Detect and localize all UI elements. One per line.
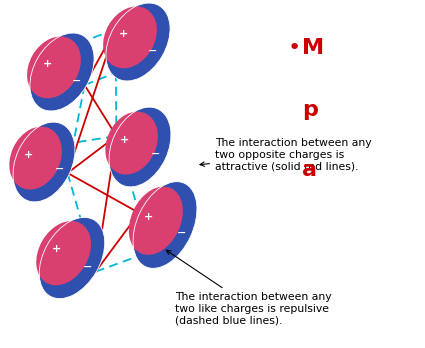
Text: −: − xyxy=(72,76,81,86)
Text: +: + xyxy=(120,135,129,145)
Text: The interaction between any
two opposite charges is
attractive (solid red lines): The interaction between any two opposite… xyxy=(200,139,371,172)
Text: +: + xyxy=(119,29,128,39)
Ellipse shape xyxy=(13,122,75,202)
Text: +: + xyxy=(24,150,33,160)
Text: −: − xyxy=(148,46,157,55)
Ellipse shape xyxy=(30,33,94,111)
Ellipse shape xyxy=(103,7,157,68)
Ellipse shape xyxy=(27,37,81,98)
Text: −: − xyxy=(150,149,160,159)
Ellipse shape xyxy=(105,112,158,175)
Text: a: a xyxy=(302,160,317,180)
Ellipse shape xyxy=(106,3,170,81)
Text: −: − xyxy=(177,228,187,238)
Ellipse shape xyxy=(133,182,197,268)
Ellipse shape xyxy=(36,221,91,285)
Text: −: − xyxy=(55,164,64,174)
Ellipse shape xyxy=(109,107,171,187)
Text: p: p xyxy=(302,100,318,120)
Text: •: • xyxy=(288,38,301,58)
Ellipse shape xyxy=(9,127,62,190)
Ellipse shape xyxy=(39,218,105,299)
Text: +: + xyxy=(144,212,153,222)
Text: The interaction between any
two like charges is repulsive
(dashed blue lines).: The interaction between any two like cha… xyxy=(166,250,332,325)
Text: −: − xyxy=(83,262,92,272)
Ellipse shape xyxy=(129,187,183,255)
Text: +: + xyxy=(43,58,52,69)
Text: M: M xyxy=(302,38,324,58)
Text: +: + xyxy=(52,244,61,254)
